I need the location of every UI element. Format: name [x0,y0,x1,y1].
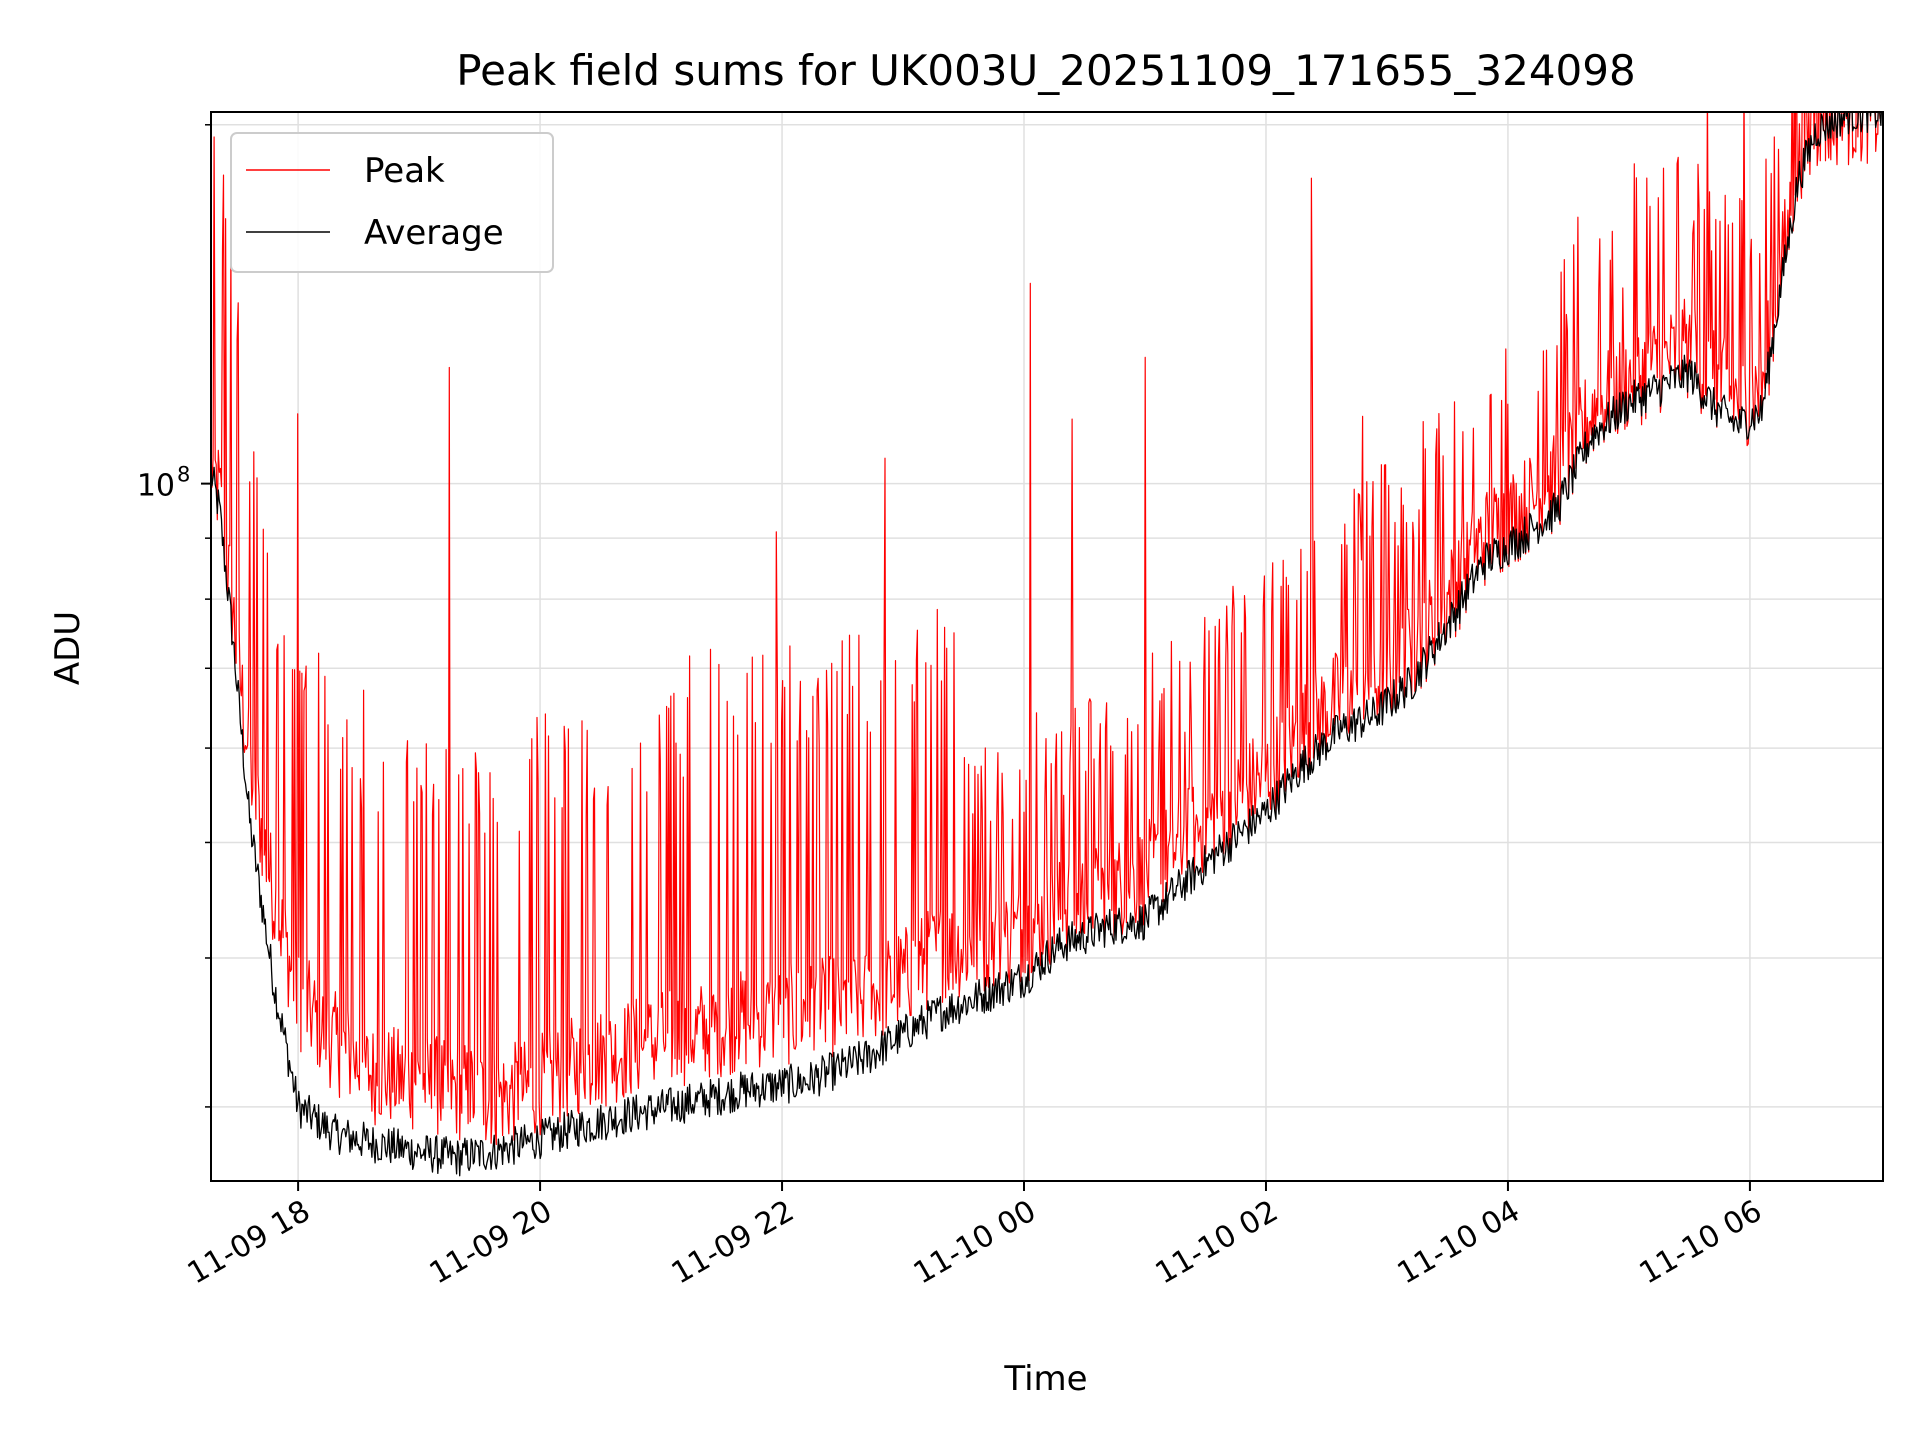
legend-box [230,132,554,273]
series-average-line [211,112,1882,1177]
chart-title: Peak field sums for UK003U_20251109_1716… [456,46,1635,95]
plot-frame [210,111,1884,1182]
legend-peak-label: Peak [364,151,445,191]
x-axis-label: Time [1003,1359,1087,1399]
legend-average-label: Average [364,213,504,253]
y-tick-label-base: 10 [137,469,175,504]
y-tick-label-exponent: 8 [177,463,190,487]
legend: Peak Average [230,132,554,273]
series-lines [211,112,1882,1177]
y-axis-label: ADU [48,611,88,685]
